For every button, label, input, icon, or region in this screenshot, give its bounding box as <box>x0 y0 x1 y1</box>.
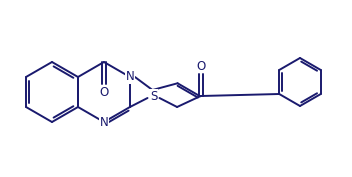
Text: S: S <box>150 90 157 102</box>
Text: N: N <box>126 70 134 84</box>
Text: O: O <box>196 59 205 73</box>
Text: N: N <box>100 116 108 129</box>
Text: O: O <box>99 85 108 98</box>
